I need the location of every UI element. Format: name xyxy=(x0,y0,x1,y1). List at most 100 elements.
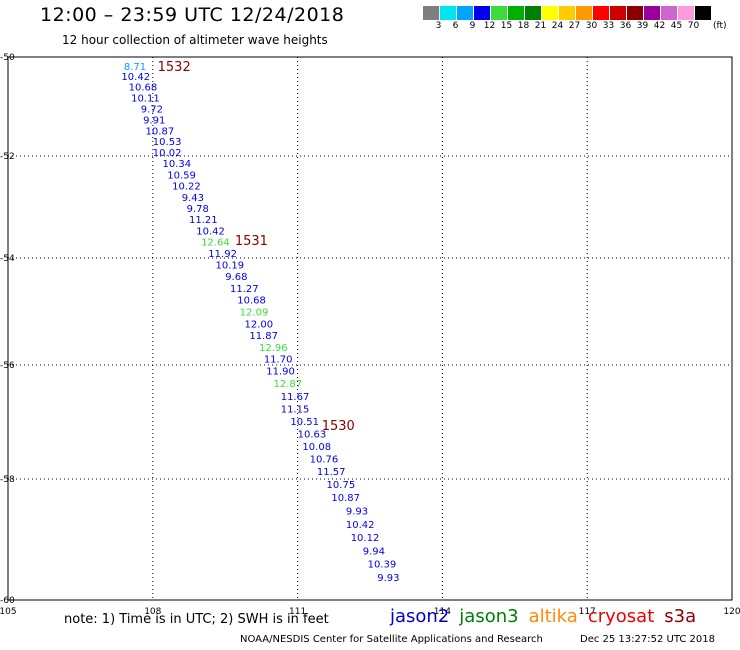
legend-item-jason3: jason3 xyxy=(459,606,519,627)
wave-height-value: 12.09 xyxy=(240,308,269,319)
lon-tick-label: 120 xyxy=(723,607,740,617)
wave-height-value: 9.68 xyxy=(225,272,247,283)
colorbar-label: 9 xyxy=(469,21,476,31)
colorbar-swatch xyxy=(592,6,609,20)
colorbar-swatch xyxy=(694,6,711,20)
colorbar-swatch xyxy=(524,6,541,20)
lon-tick-label: 117 xyxy=(579,607,596,617)
colorbar-label: 21 xyxy=(534,21,547,31)
colorbar-label: 12 xyxy=(483,21,496,31)
colorbar-label: 39 xyxy=(636,21,649,31)
wave-height-value: 9.94 xyxy=(363,546,385,557)
wave-height-value: 12.87 xyxy=(273,379,302,390)
map-title: 12:00 – 23:59 UTC 12/24/2018 xyxy=(40,4,345,26)
wave-height-value: 11.90 xyxy=(266,367,295,378)
wave-height-value: 11.15 xyxy=(281,404,310,415)
wave-height-value: 10.22 xyxy=(172,182,201,193)
wave-height-value: 10.87 xyxy=(331,493,360,504)
wave-height-value: 10.59 xyxy=(167,170,196,181)
wave-height-value: 11.92 xyxy=(208,249,237,260)
wave-height-value: 9.93 xyxy=(346,506,368,517)
colorbar-swatch xyxy=(473,6,490,20)
lat-tick-label: -58 xyxy=(0,475,15,485)
timestamp-text: Dec 25 13:27:52 UTC 2018 xyxy=(580,634,715,645)
colorbar-units: (ft) xyxy=(713,21,727,31)
lon-tick-label: 108 xyxy=(144,607,161,617)
wave-height-value: 10.53 xyxy=(153,137,182,148)
colorbar-swatch xyxy=(439,6,456,20)
wave-height-value: 11.67 xyxy=(281,392,310,403)
wave-height-value: 9.93 xyxy=(377,573,399,584)
wave-height-value: 10.68 xyxy=(129,83,158,94)
wave-height-value: 9.43 xyxy=(182,193,204,204)
wave-height-value: 10.42 xyxy=(196,226,225,237)
colorbar-swatch xyxy=(626,6,643,20)
wave-height-value: 10.11 xyxy=(131,94,160,105)
lat-tick-label: -54 xyxy=(0,254,15,264)
orbit-track-label: 1532 xyxy=(158,60,191,75)
colorbar-swatch xyxy=(575,6,592,20)
wave-height-value: 11.27 xyxy=(230,284,259,295)
map-frame xyxy=(7,56,733,601)
colorbar-label: 30 xyxy=(585,21,598,31)
colorbar-label: 45 xyxy=(670,21,683,31)
colorbar-swatch xyxy=(677,6,694,20)
colorbar-label: 70 xyxy=(687,21,700,31)
wave-height-value: 10.63 xyxy=(298,429,327,440)
map-subtitle: 12 hour collection of altimeter wave hei… xyxy=(62,33,328,47)
colorbar-swatch xyxy=(490,6,507,20)
orbit-track-label: 1531 xyxy=(235,234,268,249)
colorbar-swatch xyxy=(643,6,660,20)
colorbar-swatch xyxy=(422,6,439,20)
wave-height-value: 11.57 xyxy=(317,467,346,478)
wave-height-value: 10.87 xyxy=(146,126,175,137)
orbit-track-label: 1530 xyxy=(322,419,355,434)
wave-height-value: 12.64 xyxy=(201,238,230,249)
colorbar-label: 36 xyxy=(619,21,632,31)
wave-height-value: 10.08 xyxy=(302,442,331,453)
credit-text: NOAA/NESDIS Center for Satellite Applica… xyxy=(240,634,543,645)
colorbar-label: 42 xyxy=(653,21,666,31)
wave-height-value: 10.42 xyxy=(121,72,150,83)
wave-height-value: 9.72 xyxy=(141,104,163,115)
wave-height-value: 10.39 xyxy=(368,560,397,571)
wave-height-value: 8.71 xyxy=(124,62,146,73)
colorbar-label: 24 xyxy=(551,21,564,31)
colorbar-swatch xyxy=(541,6,558,20)
colorbar-swatch xyxy=(609,6,626,20)
wave-height-value: 10.02 xyxy=(153,148,182,159)
colorbar-label: 6 xyxy=(452,21,459,31)
satellite-legend: jason2 jason3 altika cryosat s3a xyxy=(390,606,706,627)
colorbar-label: 15 xyxy=(500,21,513,31)
colorbar-label: 18 xyxy=(517,21,530,31)
wave-height-value: 9.78 xyxy=(187,204,209,215)
lon-tick-label: 105 xyxy=(0,607,17,617)
wave-height-value: 12.00 xyxy=(245,319,274,330)
colorbar-label: 3 xyxy=(435,21,442,31)
lat-tick-label: -56 xyxy=(0,361,15,371)
colorbar xyxy=(422,6,711,20)
lon-tick-label: 111 xyxy=(289,607,306,617)
colorbar-swatch xyxy=(507,6,524,20)
wave-height-value: 10.19 xyxy=(216,260,245,271)
colorbar-label: 33 xyxy=(602,21,615,31)
wave-height-value: 10.68 xyxy=(237,296,266,307)
note-text: note: 1) Time is in UTC; 2) SWH is in fe… xyxy=(64,612,329,627)
legend-item-cryosat: cryosat xyxy=(587,606,655,627)
wave-height-value: 11.87 xyxy=(249,331,278,342)
wave-height-value: 10.42 xyxy=(346,520,375,531)
colorbar-label: 27 xyxy=(568,21,581,31)
colorbar-labels: 3 6 9 12 15 18 21 24 27 30 33 36 39 42 45 70 xyxy=(422,21,740,33)
colorbar-swatch xyxy=(558,6,575,20)
legend-item-s3a: s3a xyxy=(664,606,697,627)
lat-tick-label: -52 xyxy=(0,152,15,162)
wave-height-value: 11.70 xyxy=(264,355,293,366)
lat-tick-label: -60 xyxy=(0,596,15,606)
legend-item-altika: altika xyxy=(528,606,578,627)
lon-tick-label: 114 xyxy=(434,607,451,617)
wave-height-value: 10.51 xyxy=(290,417,319,428)
wave-height-value: 10.76 xyxy=(310,454,339,465)
wave-height-value: 9.91 xyxy=(143,115,165,126)
wave-height-value: 11.21 xyxy=(189,215,218,226)
